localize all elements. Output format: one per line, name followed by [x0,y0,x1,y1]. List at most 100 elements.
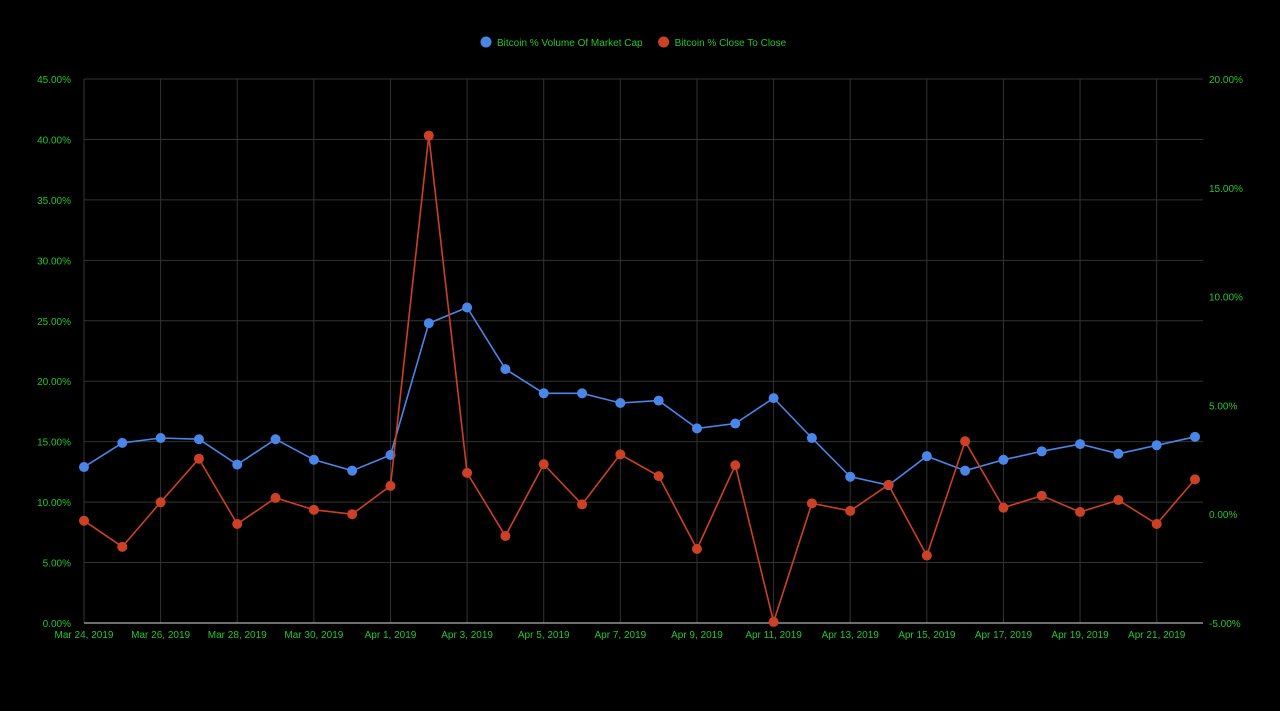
x-tick-label: Apr 9, 2019 [671,630,723,641]
data-point-series-2 [1151,518,1162,529]
data-point-series-1 [691,423,702,434]
y-left-tick-label: 25.00% [37,317,71,328]
y-right-tick-label: 20.00% [1209,75,1243,86]
series-line-1 [83,306,1196,487]
legend-label-1: Bitcoin % Volume Of Market Cap [497,38,643,49]
x-tick-label: Apr 21, 2019 [1128,630,1186,641]
data-point-series-2 [806,498,817,509]
data-point-series-1 [462,302,473,313]
data-point-series-1 [270,434,281,445]
data-point-series-1 [1113,448,1124,459]
data-point-series-2 [921,550,932,561]
data-point-series-2 [615,449,626,460]
data-point-series-2 [347,509,358,520]
data-point-series-1 [1036,446,1047,457]
data-point-series-1 [653,395,664,406]
data-point-series-2 [500,530,511,541]
x-tick-label: Mar 30, 2019 [284,630,343,641]
data-point-series-1 [308,454,319,465]
data-point-series-2 [117,541,128,552]
x-tick-label: Apr 1, 2019 [365,630,417,641]
series-line-2 [83,135,1196,625]
data-point-series-2 [845,505,856,516]
data-point-series-2 [538,459,549,470]
data-point-series-1 [500,364,511,375]
data-point-series-1 [1190,431,1200,442]
y-left-tick-label: 15.00% [37,438,71,449]
legend-label-2: Bitcoin % Close To Close [675,38,787,49]
legend[interactable]: Bitcoin % Volume Of Market Cap Bitcoin % … [480,36,787,50]
legend-marker-1 [480,36,492,48]
data-point-series-1 [806,433,817,444]
x-tick-label: Apr 11, 2019 [745,630,802,641]
data-point-series-2 [768,616,779,627]
data-point-series-2 [1113,495,1124,506]
data-point-series-2 [1190,474,1200,485]
data-point-series-2 [79,515,89,526]
x-tick-label: Apr 7, 2019 [594,630,646,641]
data-point-series-1 [155,433,166,444]
data-point-series-2 [155,497,166,508]
x-tick-label: Mar 26, 2019 [131,630,190,641]
y-left-tick-label: 0.00% [43,619,71,630]
data-point-series-1 [768,393,779,404]
y-right-tick-label: -5.00% [1209,619,1241,630]
data-point-series-2 [960,436,971,447]
data-point-series-2 [462,467,473,478]
data-point-series-1 [921,451,932,462]
data-point-series-2 [1036,490,1047,501]
data-point-series-2 [1075,507,1086,518]
data-point-series-2 [232,518,243,529]
x-tick-label: Apr 15, 2019 [898,630,956,641]
series-layer [79,130,1200,627]
data-point-series-1 [1151,440,1162,451]
data-point-series-1 [79,462,89,473]
x-tick-label: Apr 13, 2019 [822,630,880,641]
y-left-tick-label: 20.00% [37,377,71,388]
x-tick-label: Apr 17, 2019 [975,630,1033,641]
y-left-tick-label: 5.00% [43,559,71,570]
y-right-tick-label: 5.00% [1209,401,1237,412]
data-point-series-1 [538,388,549,399]
data-point-series-1 [117,437,128,448]
grid-layer [83,78,1203,623]
x-tick-label: Apr 19, 2019 [1051,630,1109,641]
data-point-series-2 [691,544,702,555]
data-point-series-1 [960,465,971,476]
axis-layer: 0.00% 5.00% 10.00% 15.00% 20.00% 25.00% 30.00%… [37,75,1243,641]
x-tick-label: Apr 3, 2019 [441,630,493,641]
data-point-series-1 [577,388,588,399]
data-point-series-2 [730,460,741,471]
y-left-tick-label: 30.00% [37,256,71,267]
data-point-series-2 [423,130,434,141]
legend-marker-2 [658,36,670,48]
x-tick-label: Apr 5, 2019 [518,630,570,641]
data-point-series-2 [385,480,396,491]
data-point-series-2 [998,502,1009,513]
x-axis-title: Date [628,658,651,670]
data-point-series-1 [1075,439,1086,450]
data-point-series-2 [270,492,281,503]
y-left-tick-label: 40.00% [37,135,71,146]
y-left-tick-label: 10.00% [37,498,71,509]
data-point-series-1 [347,465,358,476]
data-point-series-1 [423,318,434,329]
y-right-tick-label: 10.00% [1209,293,1243,304]
data-point-series-2 [308,504,319,515]
y-right-tick-label: 0.00% [1209,510,1237,521]
data-point-series-1 [193,434,204,445]
data-point-series-1 [232,459,243,470]
data-point-series-2 [883,479,894,490]
data-point-series-1 [615,397,626,408]
data-point-series-1 [845,471,856,482]
x-tick-label: Mar 24, 2019 [55,630,114,641]
data-point-series-2 [577,499,588,510]
x-tick-label: Mar 28, 2019 [208,630,267,641]
data-point-series-1 [998,454,1009,465]
data-point-series-1 [730,418,741,429]
y-right-tick-label: 15.00% [1209,184,1243,195]
data-point-series-2 [193,453,204,464]
y-left-tick-label: 35.00% [37,196,71,207]
